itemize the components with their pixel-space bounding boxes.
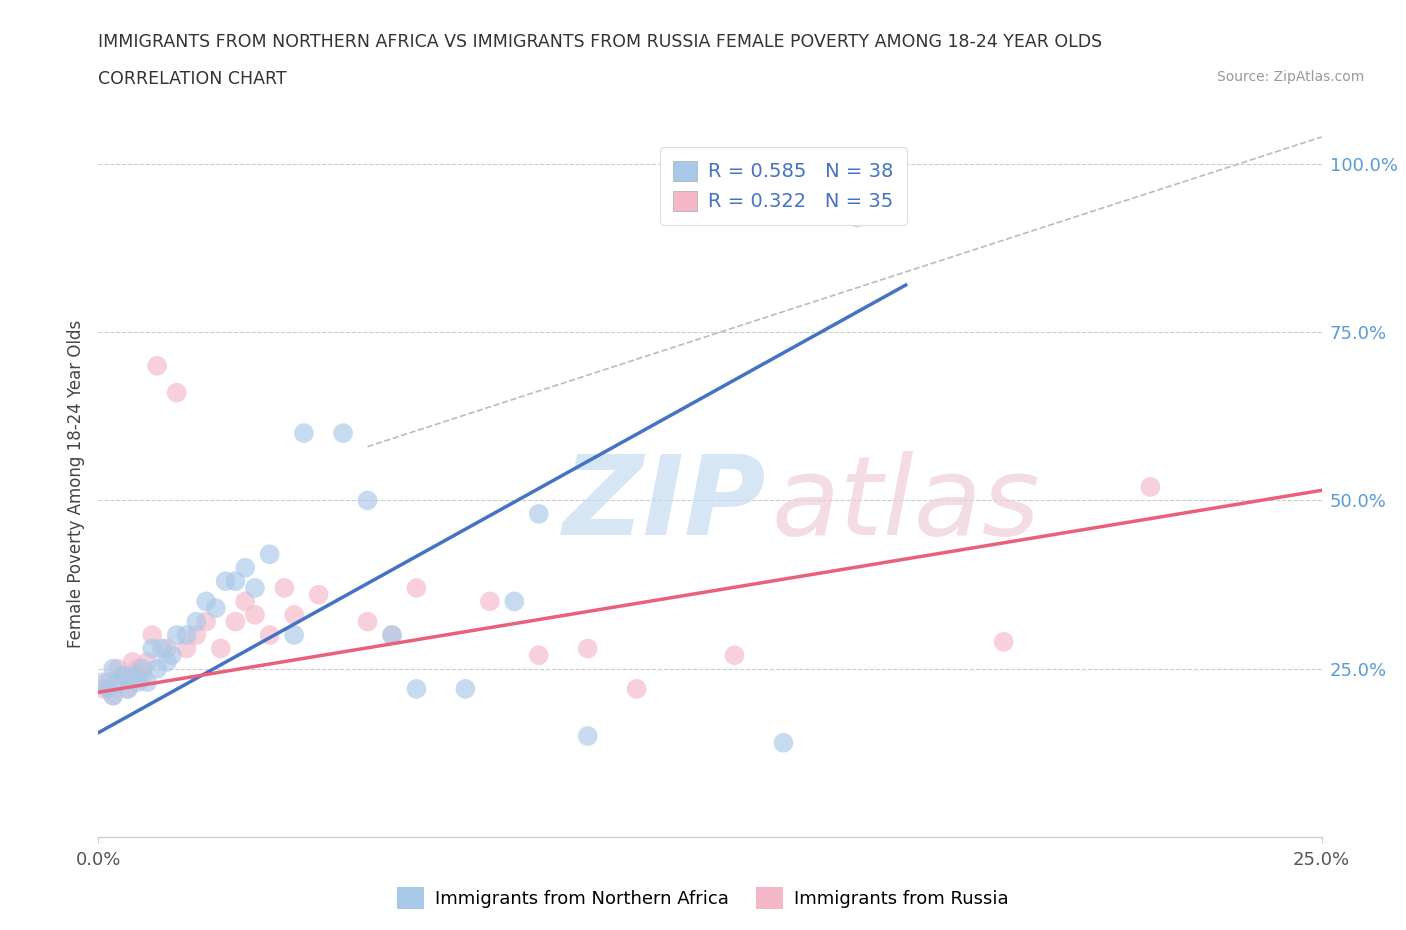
Point — [131, 668, 153, 683]
Point — [214, 574, 236, 589]
Point — [381, 628, 404, 643]
Point — [141, 628, 163, 643]
Point — [993, 634, 1015, 649]
Point — [111, 668, 134, 683]
Point — [233, 560, 256, 575]
Point — [121, 655, 143, 670]
Point — [107, 661, 129, 676]
Point — [107, 675, 129, 690]
Text: IMMIGRANTS FROM NORTHERN AFRICA VS IMMIGRANTS FROM RUSSIA FEMALE POVERTY AMONG 1: IMMIGRANTS FROM NORTHERN AFRICA VS IMMIG… — [98, 33, 1102, 50]
Text: ZIP: ZIP — [564, 451, 766, 558]
Point — [131, 661, 153, 676]
Point — [273, 580, 295, 595]
Point — [127, 675, 149, 690]
Point — [101, 688, 124, 703]
Point — [224, 574, 246, 589]
Point — [141, 641, 163, 656]
Point — [150, 641, 173, 656]
Legend: Immigrants from Northern Africa, Immigrants from Russia: Immigrants from Northern Africa, Immigra… — [389, 880, 1017, 916]
Point — [576, 641, 599, 656]
Point — [101, 688, 124, 703]
Point — [503, 594, 526, 609]
Point — [195, 594, 218, 609]
Point — [259, 628, 281, 643]
Point — [845, 210, 868, 225]
Point — [209, 641, 232, 656]
Point — [176, 628, 198, 643]
Point — [91, 675, 114, 690]
Text: atlas: atlas — [772, 451, 1040, 558]
Point — [233, 594, 256, 609]
Point — [527, 507, 550, 522]
Point — [156, 641, 179, 656]
Point — [166, 385, 188, 400]
Point — [356, 493, 378, 508]
Legend: R = 0.585   N = 38, R = 0.322   N = 35: R = 0.585 N = 38, R = 0.322 N = 35 — [659, 147, 907, 225]
Point — [146, 661, 169, 676]
Point — [283, 628, 305, 643]
Point — [97, 675, 120, 690]
Point — [1139, 480, 1161, 495]
Point — [156, 655, 179, 670]
Point — [723, 648, 745, 663]
Point — [166, 628, 188, 643]
Point — [97, 682, 120, 697]
Point — [127, 661, 149, 676]
Point — [308, 587, 330, 602]
Point — [101, 661, 124, 676]
Point — [186, 628, 208, 643]
Point — [136, 655, 159, 670]
Point — [259, 547, 281, 562]
Point — [356, 614, 378, 629]
Point — [576, 728, 599, 743]
Point — [117, 682, 139, 697]
Point — [205, 601, 228, 616]
Point — [111, 668, 134, 683]
Point — [527, 648, 550, 663]
Point — [405, 580, 427, 595]
Point — [176, 641, 198, 656]
Point — [772, 736, 794, 751]
Point — [283, 607, 305, 622]
Point — [195, 614, 218, 629]
Point — [405, 682, 427, 697]
Point — [136, 675, 159, 690]
Point — [626, 682, 648, 697]
Text: CORRELATION CHART: CORRELATION CHART — [98, 70, 287, 87]
Point — [146, 358, 169, 373]
Point — [381, 628, 404, 643]
Point — [292, 426, 315, 441]
Point — [121, 668, 143, 683]
Point — [243, 580, 266, 595]
Point — [454, 682, 477, 697]
Point — [478, 594, 501, 609]
Point — [332, 426, 354, 441]
Y-axis label: Female Poverty Among 18-24 Year Olds: Female Poverty Among 18-24 Year Olds — [66, 320, 84, 647]
Point — [224, 614, 246, 629]
Point — [243, 607, 266, 622]
Point — [186, 614, 208, 629]
Point — [91, 682, 114, 697]
Point — [160, 648, 183, 663]
Text: Source: ZipAtlas.com: Source: ZipAtlas.com — [1216, 70, 1364, 84]
Point — [117, 682, 139, 697]
